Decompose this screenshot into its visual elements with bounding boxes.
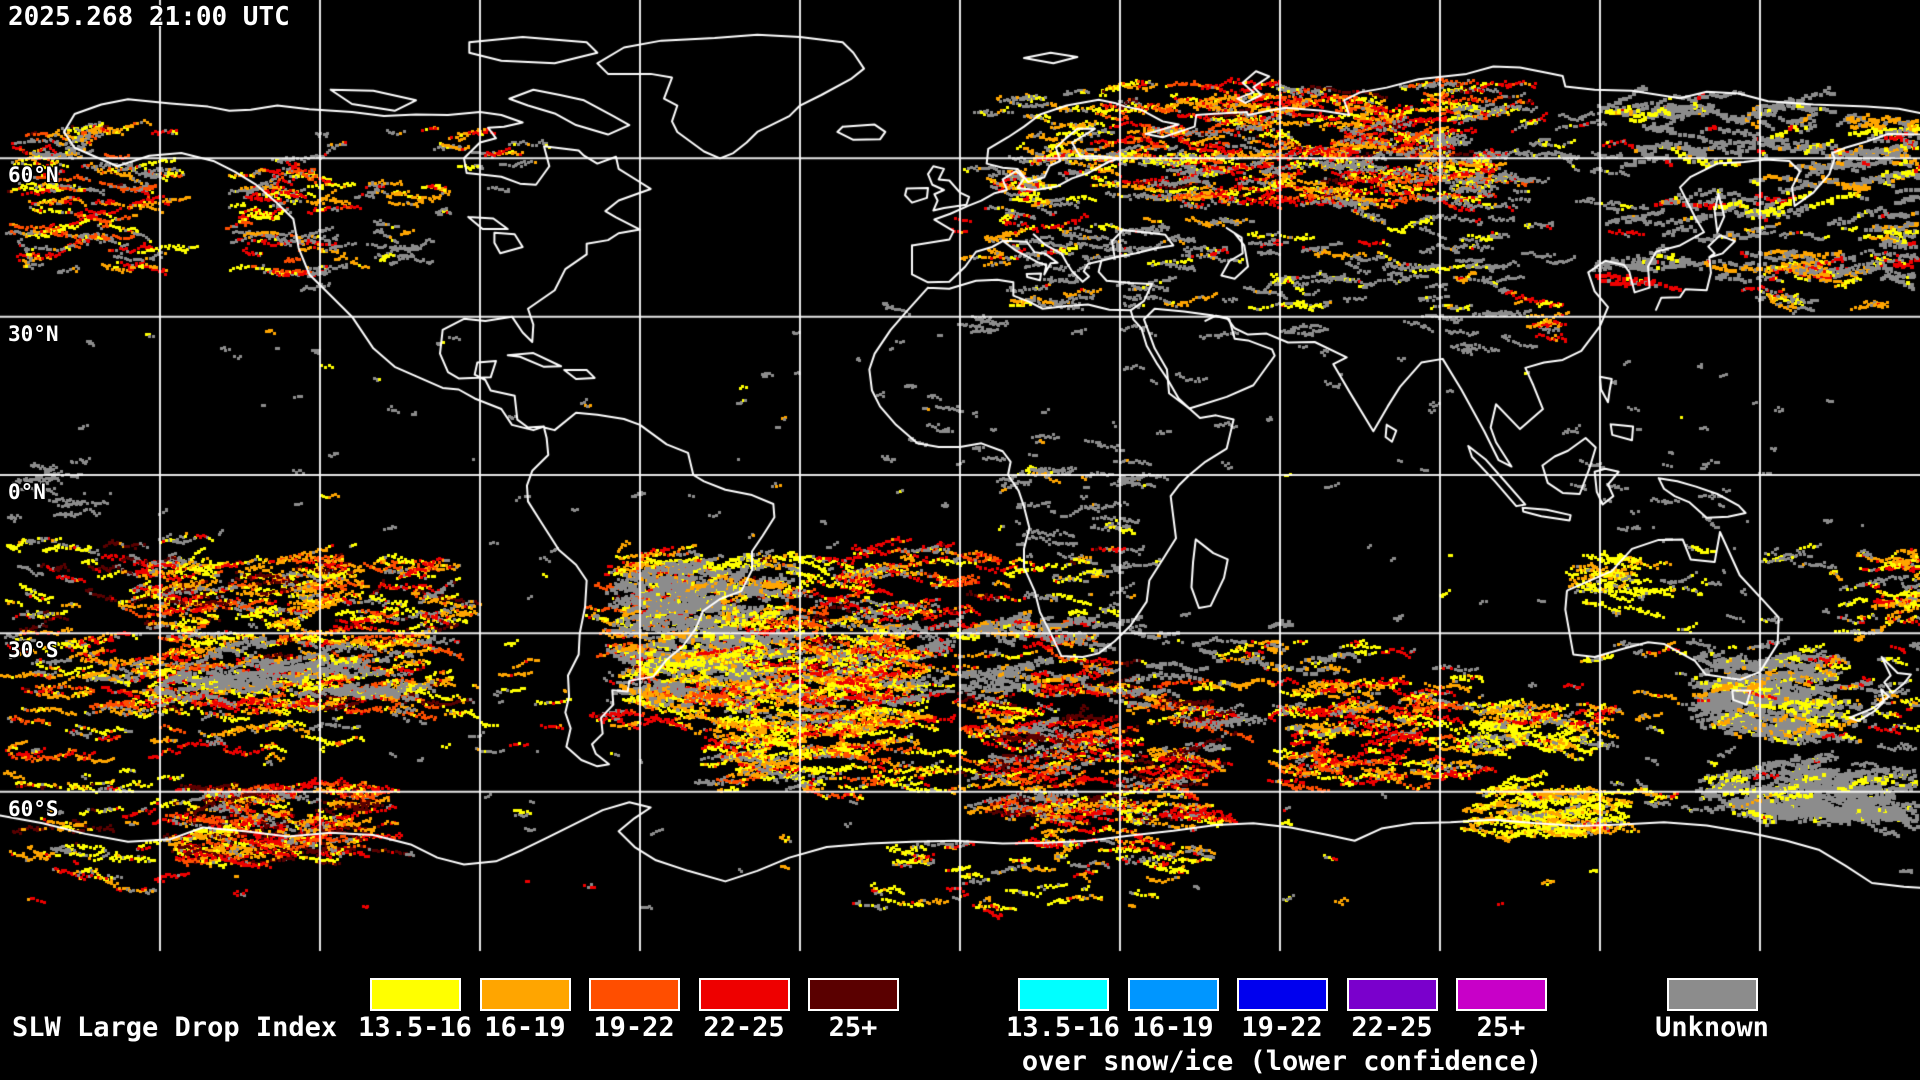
legend-class-label: 16-19	[484, 1012, 566, 1043]
latitude-label: 30°S	[8, 638, 59, 662]
legend-unknown-label: Unknown	[1655, 1012, 1769, 1043]
legend-class-label: 22-25	[703, 1012, 785, 1043]
legend-title: SLW Large Drop Index	[12, 1012, 338, 1043]
legend-swatch	[480, 978, 571, 1011]
legend-swatch	[370, 978, 461, 1011]
latitude-label: 30°N	[8, 322, 59, 346]
snow-ice-caption: over snow/ice (lower confidence)	[1021, 1046, 1543, 1077]
legend-class-label: 19-22	[593, 1012, 675, 1043]
latitude-label: 0°N	[8, 480, 46, 504]
legend-swatch	[1018, 978, 1109, 1011]
timestamp: 2025.268 21:00 UTC	[8, 2, 290, 32]
legend-swatch	[808, 978, 899, 1011]
latitude-label: 60°N	[8, 163, 59, 187]
legend-swatch	[1456, 978, 1547, 1011]
legend-swatch	[1347, 978, 1438, 1011]
legend-swatch-unknown	[1667, 978, 1758, 1011]
legend-class-label: 13.5-16	[1006, 1012, 1120, 1043]
legend-class-label: 25+	[828, 1012, 878, 1043]
legend-class-label: 25+	[1476, 1012, 1526, 1043]
legend-swatch	[699, 978, 790, 1011]
legend-class-label: 16-19	[1132, 1012, 1214, 1043]
legend-swatch	[1128, 978, 1219, 1011]
latitude-label: 60°S	[8, 797, 59, 821]
legend-swatch	[589, 978, 680, 1011]
legend-class-label: 19-22	[1241, 1012, 1323, 1043]
legend-swatch	[1237, 978, 1328, 1011]
legend-class-label: 22-25	[1351, 1012, 1433, 1043]
legend-class-label: 13.5-16	[358, 1012, 472, 1043]
